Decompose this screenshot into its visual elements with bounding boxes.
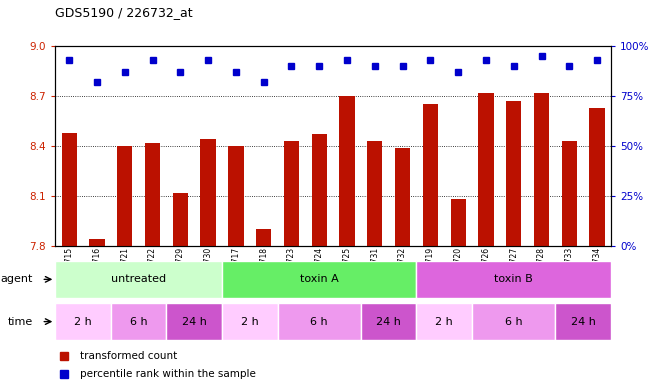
- Bar: [117, 146, 133, 246]
- Bar: [62, 132, 77, 246]
- Text: toxin B: toxin B: [495, 274, 533, 285]
- Bar: [55, 261, 222, 298]
- Text: time: time: [8, 316, 33, 327]
- Text: 6 h: 6 h: [505, 316, 523, 327]
- Bar: [256, 229, 271, 246]
- Text: 2 h: 2 h: [74, 316, 92, 327]
- Bar: [222, 261, 417, 298]
- Bar: [200, 139, 216, 246]
- Bar: [534, 93, 549, 246]
- Text: toxin A: toxin A: [300, 274, 339, 285]
- Text: 24 h: 24 h: [571, 316, 595, 327]
- Bar: [395, 147, 410, 246]
- Bar: [145, 142, 160, 246]
- Bar: [361, 303, 417, 340]
- Bar: [111, 303, 166, 340]
- Text: percentile rank within the sample: percentile rank within the sample: [80, 369, 256, 379]
- Text: 2 h: 2 h: [436, 316, 453, 327]
- Bar: [478, 93, 493, 246]
- Bar: [339, 96, 355, 246]
- Bar: [166, 303, 222, 340]
- Text: agent: agent: [1, 274, 33, 285]
- Bar: [55, 303, 111, 340]
- Bar: [222, 303, 278, 340]
- Bar: [562, 141, 577, 246]
- Bar: [472, 303, 555, 340]
- Text: 24 h: 24 h: [182, 316, 207, 327]
- Bar: [590, 108, 605, 246]
- Bar: [417, 303, 472, 340]
- Text: 2 h: 2 h: [241, 316, 259, 327]
- Text: transformed count: transformed count: [80, 351, 177, 361]
- Text: untreated: untreated: [111, 274, 166, 285]
- Bar: [89, 239, 105, 246]
- Bar: [284, 141, 299, 246]
- Bar: [228, 146, 244, 246]
- Text: GDS5190 / 226732_at: GDS5190 / 226732_at: [55, 6, 193, 19]
- Text: 6 h: 6 h: [130, 316, 148, 327]
- Bar: [506, 101, 521, 246]
- Bar: [173, 192, 188, 246]
- Bar: [422, 104, 438, 246]
- Text: 6 h: 6 h: [311, 316, 328, 327]
- Bar: [278, 303, 361, 340]
- Bar: [311, 134, 327, 246]
- Bar: [450, 199, 466, 246]
- Bar: [556, 303, 611, 340]
- Text: 24 h: 24 h: [376, 316, 401, 327]
- Bar: [417, 261, 611, 298]
- Bar: [367, 141, 382, 246]
